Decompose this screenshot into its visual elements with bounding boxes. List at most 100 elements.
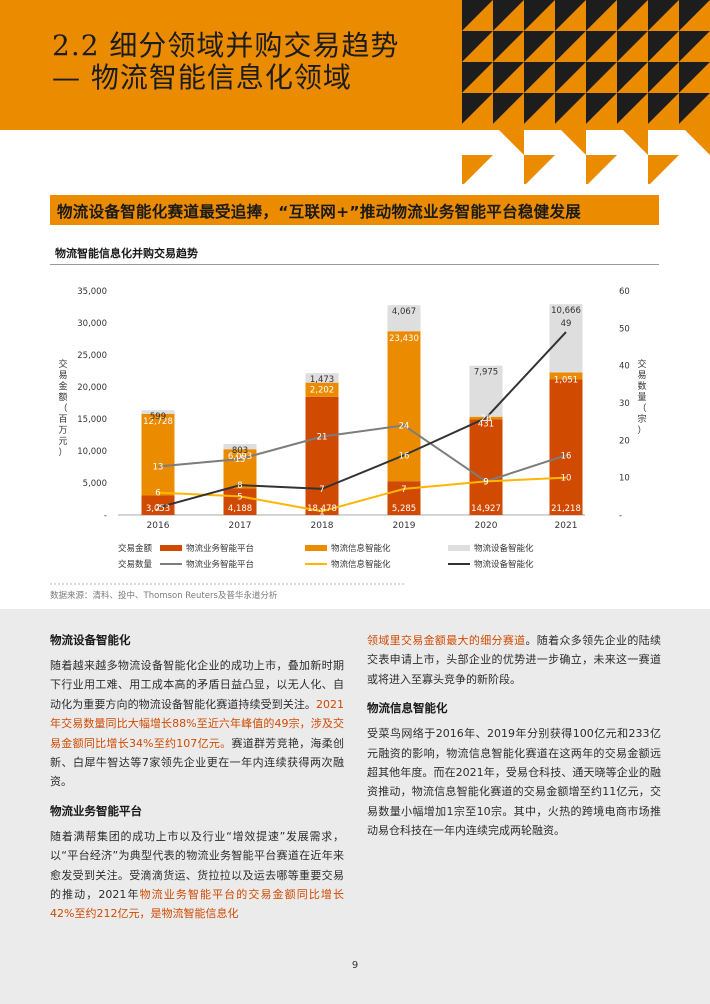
pattern-triangle-orange <box>617 124 648 155</box>
y-left-tick-label: 5,000 <box>83 479 107 489</box>
y-left-tick-label: 25,000 <box>77 351 107 361</box>
text-panel <box>0 609 710 1004</box>
line-series <box>157 331 567 513</box>
y-right-label-char: ） <box>637 425 646 436</box>
y-left-label-char: 交 <box>58 358 67 370</box>
legend-count-label: 交易数量 <box>118 559 153 570</box>
heading-information: 物流信息智能化 <box>367 701 448 716</box>
highlight-platform: 物流业务智能平台的交易金额同比增长42%至约212亿元，是物流智能信息化 <box>50 888 345 921</box>
pattern-triangle-orange <box>493 93 524 124</box>
line-data-label: 2 <box>155 504 160 514</box>
pattern-triangle-orange <box>617 62 648 93</box>
y-right-label-char: 量 <box>637 392 646 403</box>
pattern-triangle-orange <box>555 62 586 93</box>
line-data-label: 16 <box>561 451 572 461</box>
pattern-triangle-orange <box>648 31 679 62</box>
line-data-label: 1 <box>319 507 324 517</box>
y-left-label-char: 万 <box>58 426 67 436</box>
paragraph-platform: 随着满帮集团的成功上市以及行业“增效提速”发展需求，以“平台经济”为典型代表的物… <box>50 829 345 921</box>
bar-data-label: 23,430 <box>389 334 419 344</box>
legend-line-label: 物流信息智能化 <box>331 559 391 570</box>
bar-data-label: 7,975 <box>474 368 498 378</box>
line-data-label: 7 <box>319 485 324 495</box>
paragraph-equipment: 随着越来越多物流设备智能化企业的成功上市，叠加新时期下行业用工难、用工成本高的矛… <box>50 659 344 789</box>
bar-data-labels: 3,053 4,188 18,478 5,285 14,927 21,218 12,728 6… <box>143 306 581 514</box>
pattern-triangle-orange <box>493 124 524 155</box>
title-line-1: 2.2 细分领域并购交易趋势 <box>52 29 400 62</box>
line-data-label: 10 <box>561 474 572 484</box>
heading-platform: 物流业务智能平台 <box>50 803 142 818</box>
pattern-triangle-orange <box>555 31 586 62</box>
bar-data-label: 5,285 <box>392 504 416 514</box>
line-data-label: 49 <box>561 319 572 329</box>
bar-data-label: 599 <box>150 412 166 422</box>
y-right-tick-label: 50 <box>619 324 630 334</box>
x-tick-label: 2018 <box>311 521 334 531</box>
heading-equipment: 物流设备智能化 <box>50 633 131 647</box>
y-left-label-char: （ <box>58 403 67 414</box>
chart-title: 物流智能信息化并购交易趋势 <box>55 247 198 260</box>
bar-segment <box>469 419 503 515</box>
y-left-label-char: 金 <box>58 380 67 392</box>
legend-amount-label: 交易金额 <box>118 543 153 554</box>
bar-segment <box>223 444 257 450</box>
x-tick-label: 2016 <box>147 521 170 531</box>
pattern-triangle-orange <box>462 62 493 93</box>
bar-segment <box>305 382 339 397</box>
line-data-label: 9 <box>483 477 488 487</box>
legend-bar-label: 物流设备智能化 <box>474 543 534 554</box>
line-path <box>157 476 567 513</box>
paragraph-platform-cont: 领域里交易金额最大的细分赛道。随着众多领先企业的陆续交表申请上市，头部企业的优势… <box>367 634 662 686</box>
bar-segment <box>549 372 583 380</box>
pattern-triangle-orange <box>617 93 648 124</box>
paragraph-information: 受菜鸟网络于2016年、2019年分别获得100亿元和233亿元融资的影响，物流… <box>367 727 661 838</box>
pattern-triangle-orange <box>524 62 555 93</box>
pattern-triangle-orange <box>648 62 679 93</box>
line-data-label: 15 <box>235 455 246 465</box>
bar-data-label: 3,053 <box>146 504 170 514</box>
bar-segment <box>549 304 583 373</box>
left-column: 物流设备智能化 随着越来越多物流设备智能化企业的成功上市，叠加新时期下行业用工难… <box>50 631 344 934</box>
pattern-triangle-orange <box>555 93 586 124</box>
line-data-label: 24 <box>399 421 410 431</box>
line-data-label: 21 <box>317 433 328 443</box>
bar-segment <box>305 373 339 383</box>
bar-segment <box>387 481 421 515</box>
line-data-label: 7 <box>401 485 406 495</box>
y-left-label-char: 额 <box>58 391 67 403</box>
bar-segment <box>305 396 339 515</box>
section-heading: 物流设备智能化赛道最受追捧，“互联网+”推动物流业务智能平台稳健发展 <box>57 203 582 221</box>
x-tick-label: 2020 <box>475 521 498 531</box>
legend-bar-swatch <box>160 545 182 551</box>
pattern-triangle-orange <box>524 0 555 31</box>
pattern-triangle-orange <box>679 0 710 31</box>
right-column: 领域里交易金额最大的细分赛道。随着众多领先企业的陆续交表申请上市，头部企业的优势… <box>367 631 661 851</box>
legend-bar-swatch <box>448 545 470 551</box>
y-axis-left-ticks: - 5,000 10,000 15,000 20,000 25,000 30,000 35,0… <box>77 287 107 521</box>
pattern-triangle-orange <box>679 31 710 62</box>
bar-data-label: 6,093 <box>228 452 252 462</box>
legend-bar-label: 物流信息智能化 <box>331 543 391 554</box>
y-right-tick-label: 40 <box>619 362 630 372</box>
bar-data-label: 12,728 <box>143 417 173 427</box>
y-right-tick-label: 30 <box>619 399 630 409</box>
highlight-equipment: 2021年交易数量同比大幅增长88%至近六年峰值的49宗，涉及交易金额同比增长3… <box>50 697 344 750</box>
title-line-2: — 物流智能信息化领域 <box>52 61 352 94</box>
pattern-triangle-orange <box>586 62 617 93</box>
highlight-platform-cont: 领域里交易金额最大的细分赛道 <box>367 634 526 647</box>
y-right-tick-label: - <box>619 511 622 521</box>
pattern-triangle-orange <box>524 155 555 184</box>
bar-data-label: 10,666 <box>551 306 581 316</box>
y-left-label-char: 元 <box>58 437 67 447</box>
pattern-triangle-orange <box>493 31 524 62</box>
y-left-tick-label: 30,000 <box>77 319 107 329</box>
bar-segment <box>141 410 175 415</box>
y-right-tick-label: 10 <box>619 474 630 484</box>
bar-data-label: 2,202 <box>310 386 334 396</box>
x-axis-tick-labels: 2016 2017 2018 2019 2020 2021 <box>147 521 578 531</box>
pattern-triangle-orange <box>586 93 617 124</box>
y-right-label-char: 交 <box>637 358 646 370</box>
pattern-triangle-orange <box>555 124 586 155</box>
line-data-label: 16 <box>399 451 410 461</box>
